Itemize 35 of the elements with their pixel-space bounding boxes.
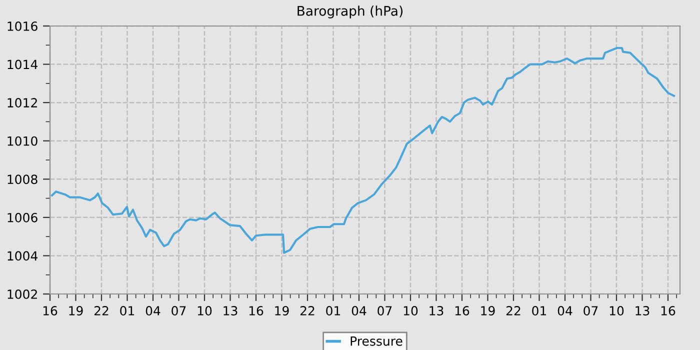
x-tick-label: 10 [610,306,624,316]
x-tick-label: 16 [43,306,58,316]
x-tick-label: 10 [404,306,418,316]
legend-label: Pressure [350,336,402,346]
x-tick-label: 04 [146,306,160,316]
x-tick-label: 22 [506,306,520,316]
x-tick-label: 10 [198,306,212,316]
x-tick-label: 19 [69,306,83,316]
y-tick-label: 1004 [8,251,38,261]
x-tick-label: 13 [636,306,650,316]
x-tick-label: 01 [120,306,134,316]
x-tick-label: 16 [661,306,676,316]
y-tick-label: 1014 [8,60,38,70]
x-tick-label: 19 [275,306,289,316]
x-tick-label: 16 [249,306,264,316]
x-tick-label: 04 [352,306,366,316]
y-tick-label: 1006 [8,212,38,222]
y-tick-label: 1002 [8,289,37,299]
x-tick-label: 13 [224,306,238,316]
y-tick-label: 1012 [8,98,37,108]
x-tick-label: 07 [378,306,392,316]
x-tick-label: 07 [172,306,186,316]
x-tick-label: 13 [430,306,444,316]
y-tick-label: 1016 [8,21,38,31]
chart-title: Barograph (hPa) [298,6,402,18]
x-tick-label: 22 [300,306,314,316]
x-tick-label: 04 [558,306,572,316]
x-tick-label: 01 [326,306,340,316]
y-tick-label: 1008 [8,174,38,184]
x-tick-label: 07 [584,306,598,316]
x-tick-label: 22 [94,306,108,316]
x-tick-label: 01 [532,306,546,316]
y-tick-label: 1010 [8,136,38,146]
x-tick-label: 16 [455,306,470,316]
x-tick-label: 19 [481,306,495,316]
